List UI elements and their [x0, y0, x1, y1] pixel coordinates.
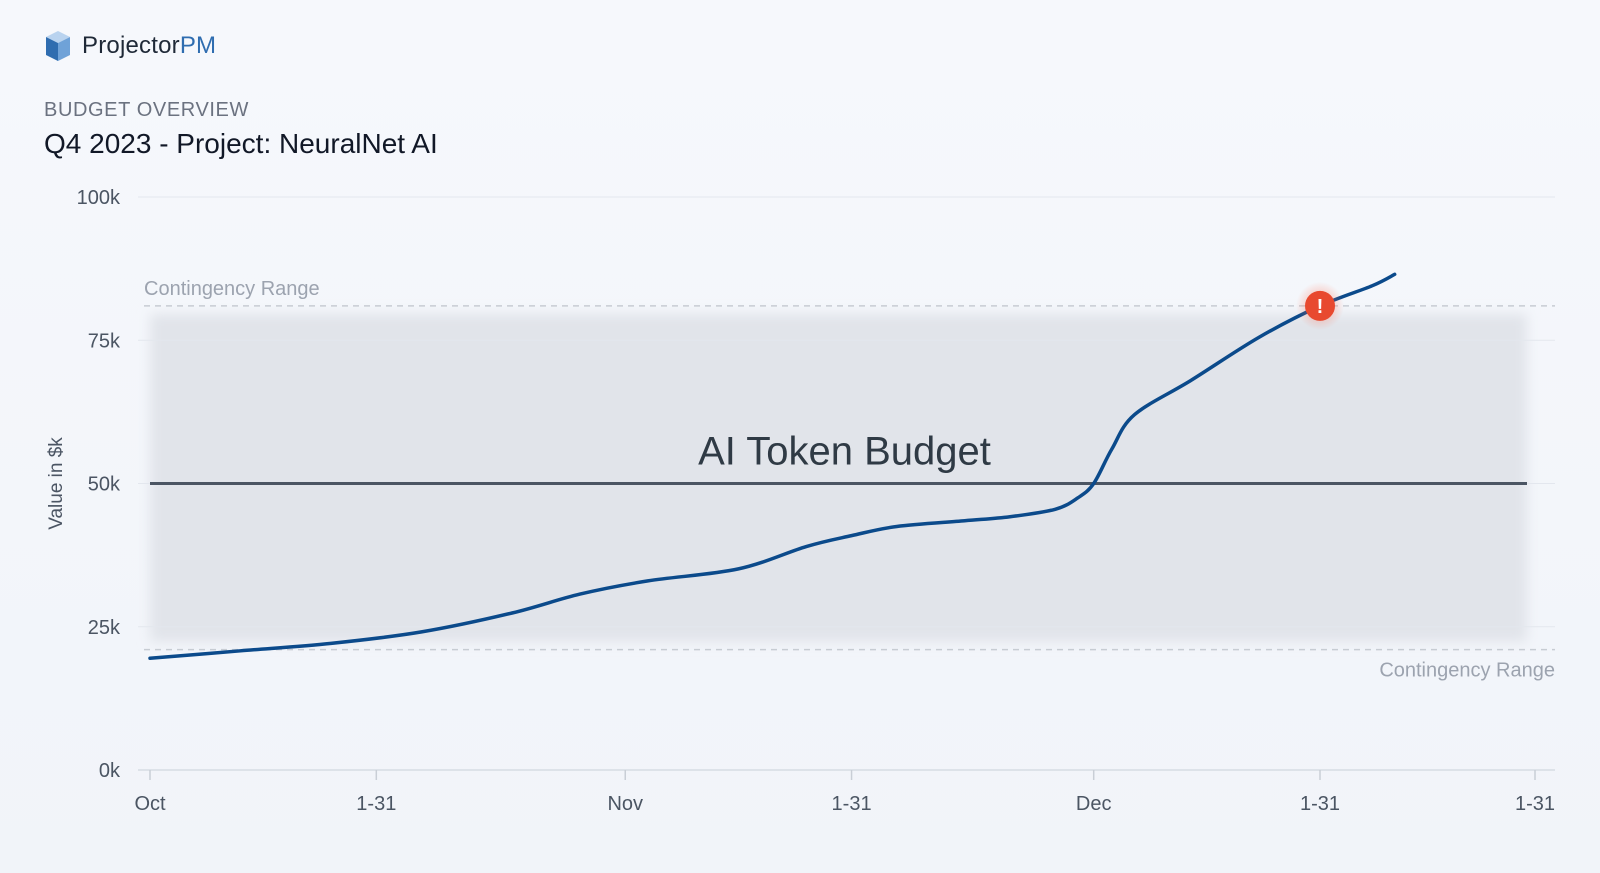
y-tick-label: 100k	[77, 187, 121, 209]
y-tick-label: 50k	[88, 474, 121, 496]
contingency-line-label: Contingency Range	[1379, 660, 1555, 682]
x-tick-label: 1-31	[1515, 793, 1555, 815]
alert-marker	[1305, 290, 1336, 321]
budget-series-line	[148, 272, 1397, 661]
projector-logo-icon	[46, 31, 70, 61]
budget-line-label: AI Token Budget	[698, 430, 991, 474]
x-tick-label: Nov	[607, 793, 643, 815]
brand-name-main: Projector	[82, 32, 180, 59]
y-tick-label: 75k	[88, 330, 121, 352]
x-tick-label: Oct	[134, 793, 166, 815]
brand[interactable]: ProjectorPM	[44, 28, 216, 64]
contingency-band	[150, 313, 1527, 642]
page-title: Q4 2023 - Project: NeuralNet AI	[44, 128, 438, 159]
alert-icon: !	[1317, 296, 1324, 318]
x-tick-label: Dec	[1076, 793, 1112, 815]
x-tick-label: 1-31	[832, 793, 872, 815]
x-tick-label: 1-31	[1300, 793, 1340, 815]
brand-name-accent: PM	[179, 32, 217, 59]
section-heading: BUDGET OVERVIEW	[44, 99, 249, 121]
y-axis-label: Value in $k	[46, 437, 67, 530]
y-tick-label: 0k	[99, 760, 121, 782]
x-tick-label: 1-31	[356, 793, 396, 815]
contingency-line-label: Contingency Range	[144, 278, 320, 300]
brand-name: ProjectorPM	[82, 34, 216, 58]
y-tick-label: 25k	[88, 617, 121, 639]
